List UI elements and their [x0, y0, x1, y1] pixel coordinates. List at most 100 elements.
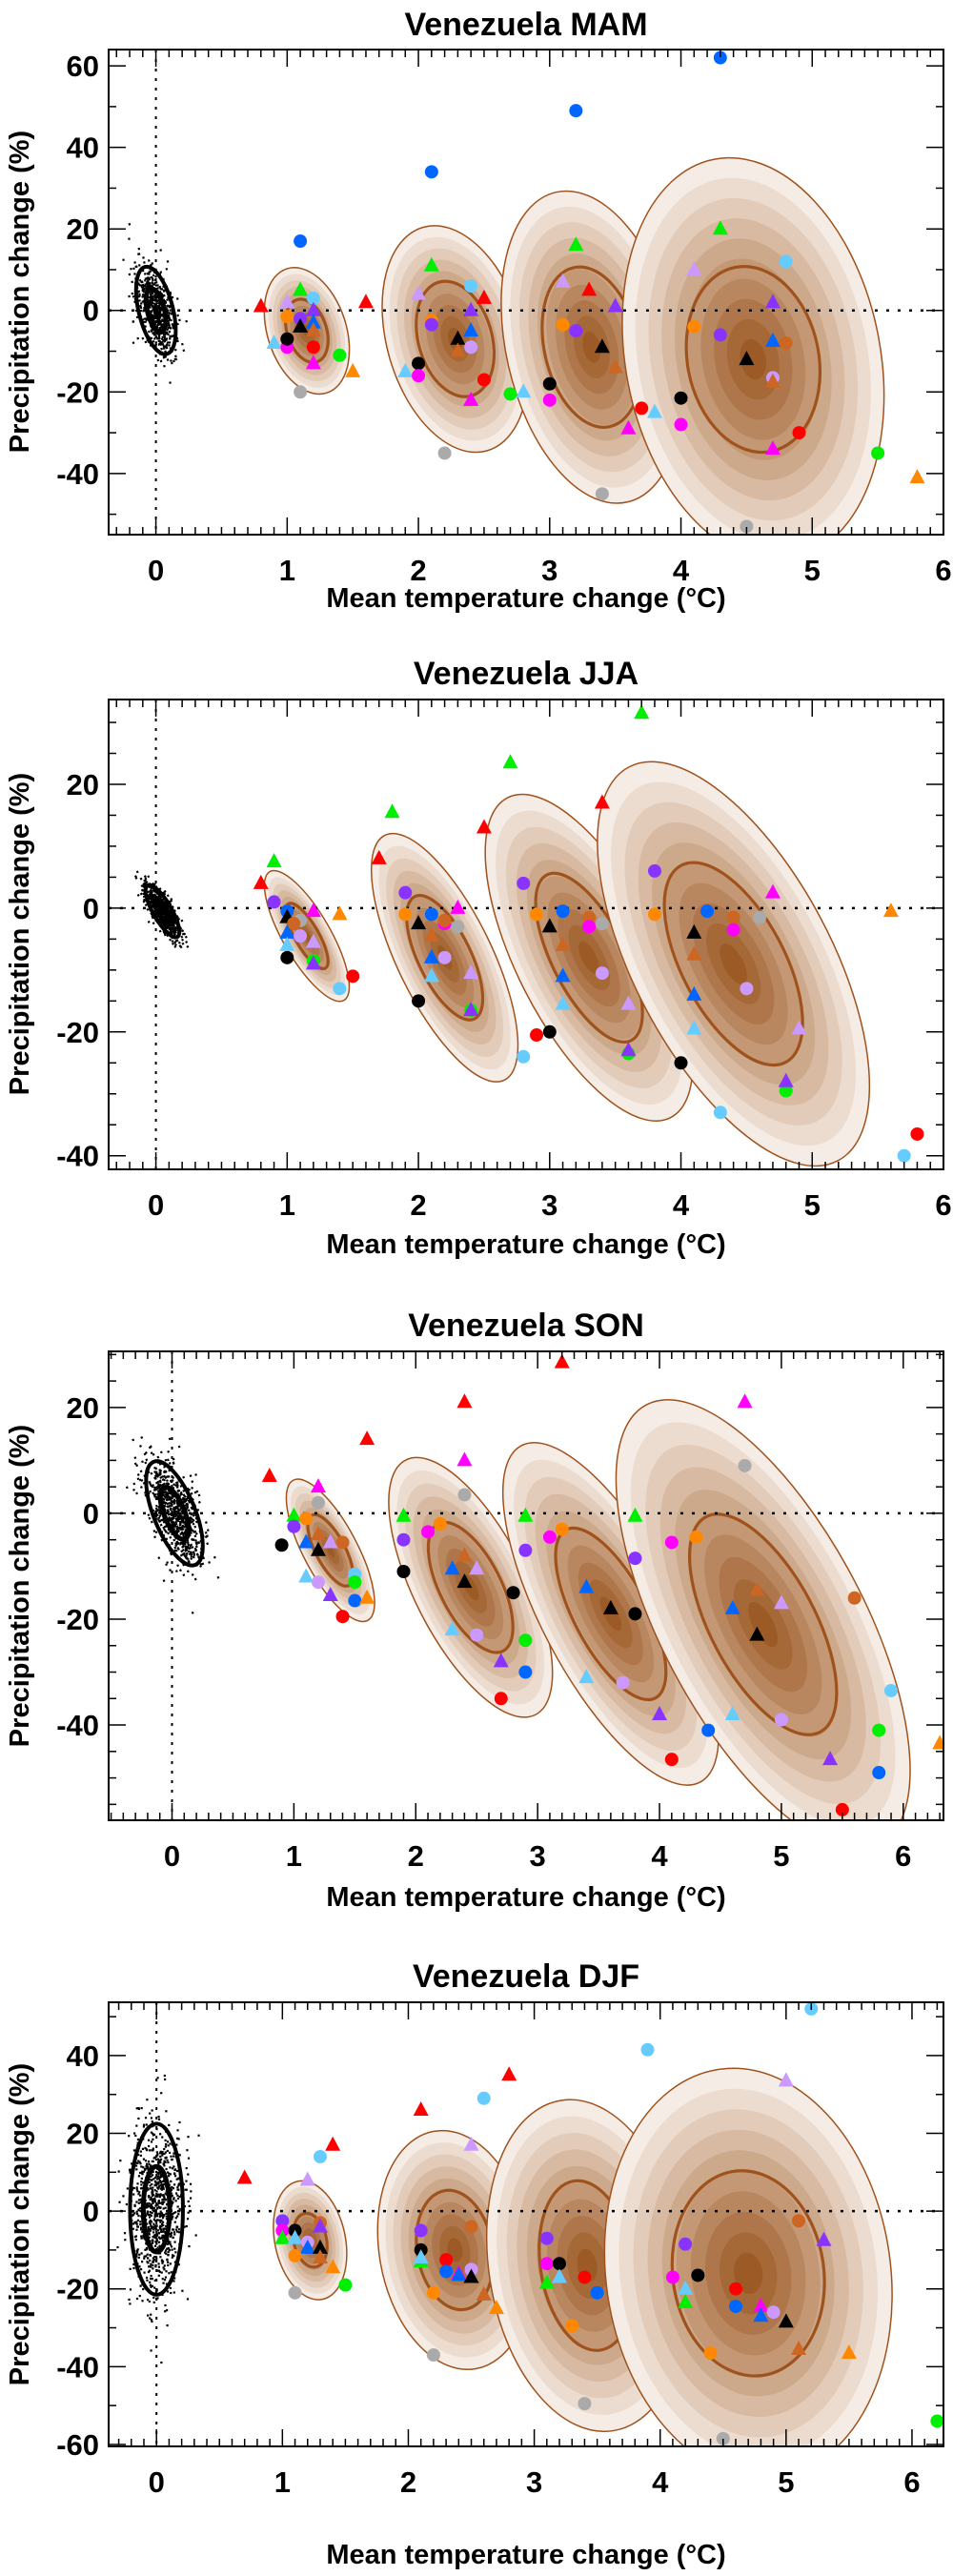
model-point-triangle: [450, 899, 466, 914]
variability-point: [149, 892, 152, 896]
variability-point: [156, 314, 160, 317]
variability-point: [154, 341, 158, 344]
variability-point: [176, 1527, 179, 1531]
variability-point: [153, 2176, 157, 2180]
variability-point: [183, 1553, 186, 1557]
model-point-triangle: [541, 918, 558, 933]
model-point-triangle: [538, 2274, 555, 2289]
variability-point: [176, 314, 179, 317]
model-point-triangle: [305, 955, 321, 970]
variability-point: [179, 1492, 183, 1496]
variability-point: [175, 2143, 178, 2146]
model-point-triangle: [236, 2169, 253, 2184]
model-point-circle: [517, 876, 531, 890]
variability-point: [156, 2213, 159, 2216]
variability-point: [170, 1480, 173, 1484]
model-point-triangle: [578, 1669, 595, 1684]
model-point-circle: [412, 356, 426, 371]
model-point-triangle: [909, 469, 925, 484]
variability-point: [136, 2161, 139, 2164]
variability-point: [182, 1493, 186, 1497]
variability-point: [152, 2201, 154, 2204]
model-point-circle: [424, 165, 438, 179]
variability-point: [154, 274, 157, 278]
variability-point: [137, 2256, 140, 2259]
variability-point: [139, 892, 143, 896]
panel-son: Venezuela SON Mean temperature change (°…: [5, 1308, 944, 1913]
variability-point: [158, 2270, 161, 2273]
model-point-triangle: [310, 1478, 326, 1493]
model-point-circle: [294, 234, 308, 249]
variability-point: [154, 1496, 158, 1500]
variability-point: [167, 2246, 170, 2250]
variability-point: [152, 922, 155, 925]
model-point-triangle: [253, 297, 269, 313]
model-point-circle: [274, 1538, 289, 1552]
variability-point: [161, 2278, 164, 2281]
variability-point: [146, 2299, 150, 2302]
variability-point: [145, 2123, 148, 2126]
projection-ellipse-4C: [597, 761, 871, 1167]
variability-point: [190, 1554, 193, 1558]
variability-point: [152, 2193, 155, 2197]
variability-point: [160, 2259, 164, 2262]
variability-point: [199, 1563, 203, 1566]
variability-point: [163, 2214, 166, 2217]
variability-point: [157, 2201, 160, 2203]
variability-point: [172, 2254, 174, 2257]
natural-variability: [125, 1436, 220, 1614]
model-point-triangle: [451, 2266, 467, 2282]
variability-point: [122, 258, 125, 262]
variability-point: [156, 2154, 159, 2157]
variability-point: [150, 2221, 153, 2223]
variability-point: [176, 2194, 179, 2197]
variability-point: [154, 2214, 157, 2217]
variability-point: [142, 256, 145, 259]
model-point-circle: [635, 401, 649, 416]
variability-point: [171, 2185, 173, 2189]
model-point-triangle: [607, 297, 623, 313]
model-point-circle: [288, 2249, 302, 2263]
model-point-circle: [716, 2431, 730, 2445]
variability-point: [180, 919, 184, 923]
variability-point: [175, 1481, 179, 1485]
variability-point: [189, 2182, 193, 2185]
variability-point: [135, 2210, 138, 2213]
variability-point: [152, 283, 156, 286]
variability-point: [185, 1552, 189, 1555]
variability-point: [172, 2198, 175, 2201]
variability-point: [158, 2219, 161, 2221]
variability-point: [175, 1486, 179, 1489]
variability-point: [161, 2237, 164, 2240]
variability-point: [185, 1546, 188, 1549]
variability-point: [176, 2197, 180, 2200]
variability-point: [165, 2282, 169, 2285]
variability-point: [166, 1561, 170, 1564]
variability-point: [152, 2198, 154, 2201]
variability-point: [166, 260, 170, 263]
variability-point: [143, 2271, 146, 2274]
variability-point: [137, 2199, 141, 2201]
variability-point: [149, 2198, 152, 2201]
variability-point: [156, 2175, 159, 2179]
panel-title: Venezuela MAM: [404, 7, 647, 43]
model-point-circle: [691, 2268, 705, 2282]
model-point-circle: [578, 2270, 592, 2284]
variability-point: [146, 2257, 150, 2260]
variability-point: [180, 1515, 184, 1519]
variability-point: [154, 1507, 158, 1511]
model-point-triangle: [773, 1594, 789, 1610]
variability-point: [136, 893, 140, 897]
variability-point: [160, 2212, 163, 2215]
variability-point: [140, 2226, 143, 2229]
model-point-triangle: [841, 2344, 857, 2360]
variability-point: [157, 2177, 160, 2180]
model-point-circle: [424, 317, 438, 332]
variability-point: [172, 1462, 175, 1465]
y-tick-label: -20: [56, 375, 99, 409]
model-point-triangle: [476, 289, 492, 304]
model-point-triangle: [345, 362, 361, 377]
variability-point: [156, 2152, 159, 2156]
variability-point: [167, 326, 171, 330]
variability-point: [161, 2222, 164, 2226]
